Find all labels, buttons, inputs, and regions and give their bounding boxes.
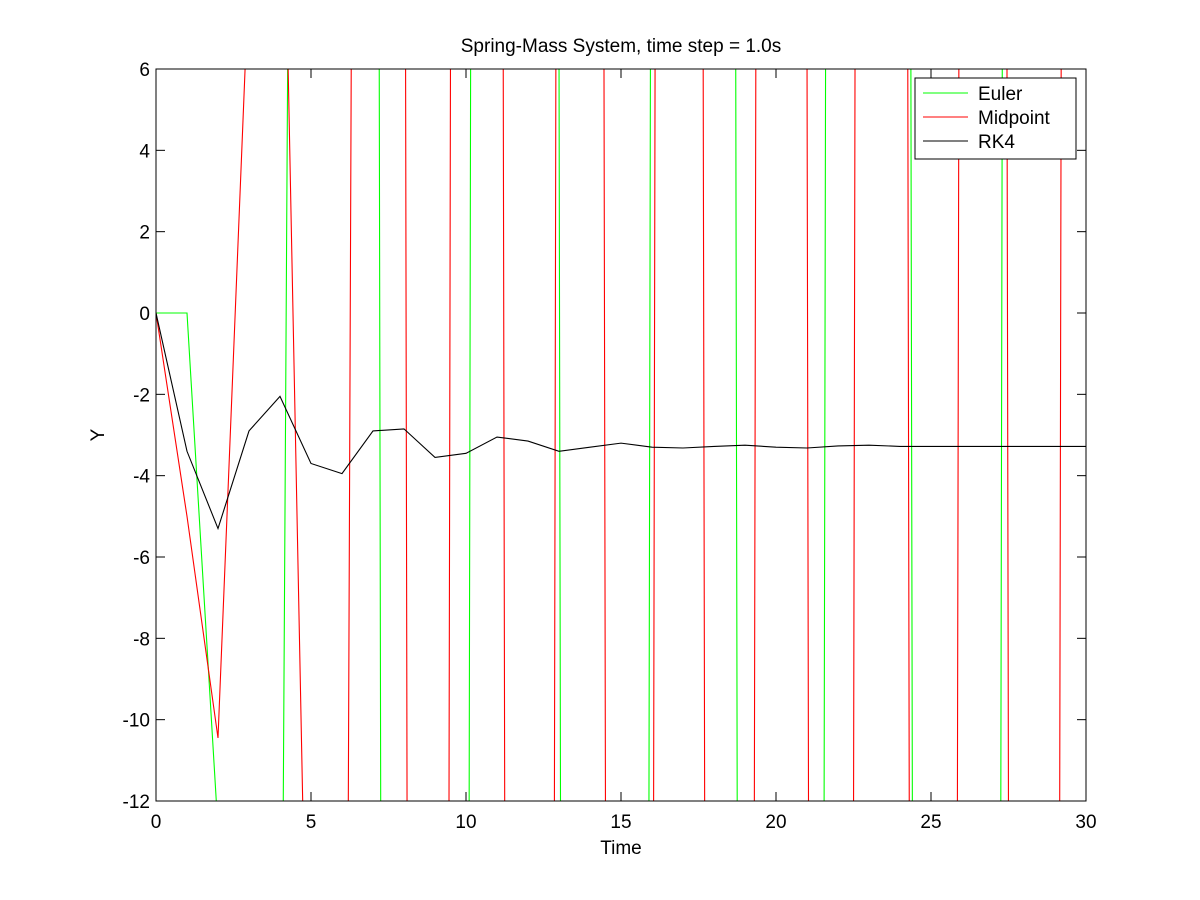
x-axis-ticks: 0 5 10 15 20 25 30 [151, 69, 1097, 833]
y-tick-label: 4 [139, 141, 150, 162]
legend-label-midpoint: Midpoint [978, 108, 1051, 129]
series-line-euler [156, 69, 1003, 801]
x-axis-label: Time [600, 838, 642, 859]
y-tick-label: 2 [139, 223, 150, 244]
x-tick-label: 10 [455, 812, 476, 833]
y-tick-label: -12 [123, 792, 150, 813]
x-tick-label: 15 [610, 812, 631, 833]
series-layer [156, 69, 1086, 801]
x-tick-label: 5 [306, 812, 317, 833]
series-line-rk4 [156, 312, 1086, 531]
y-tick-label: -2 [133, 385, 150, 406]
y-axis-label: Y [88, 428, 109, 441]
y-tick-label: -6 [133, 548, 150, 569]
x-tick-label: 0 [151, 812, 162, 833]
legend: Euler Midpoint RK4 [914, 77, 1077, 160]
plot-frame [155, 68, 1087, 802]
legend-box [914, 77, 1077, 160]
series-line-midpoint [156, 69, 1062, 801]
legend-label-euler: Euler [978, 84, 1023, 105]
legend-label-rk4: RK4 [978, 132, 1015, 153]
y-tick-label: -4 [133, 467, 150, 488]
y-tick-label: -8 [133, 629, 150, 650]
chart-title: Spring-Mass System, time step = 1.0s [461, 36, 781, 57]
y-axis-ticks: 6 4 2 0 -2 -4 -6 -8 -10 -12 [123, 60, 1086, 813]
y-tick-label: 0 [139, 304, 150, 325]
y-tick-label: -10 [123, 711, 150, 732]
y-tick-label: 6 [139, 60, 150, 81]
x-tick-label: 20 [765, 812, 786, 833]
x-tick-label: 30 [1075, 812, 1096, 833]
x-tick-label: 25 [920, 812, 941, 833]
